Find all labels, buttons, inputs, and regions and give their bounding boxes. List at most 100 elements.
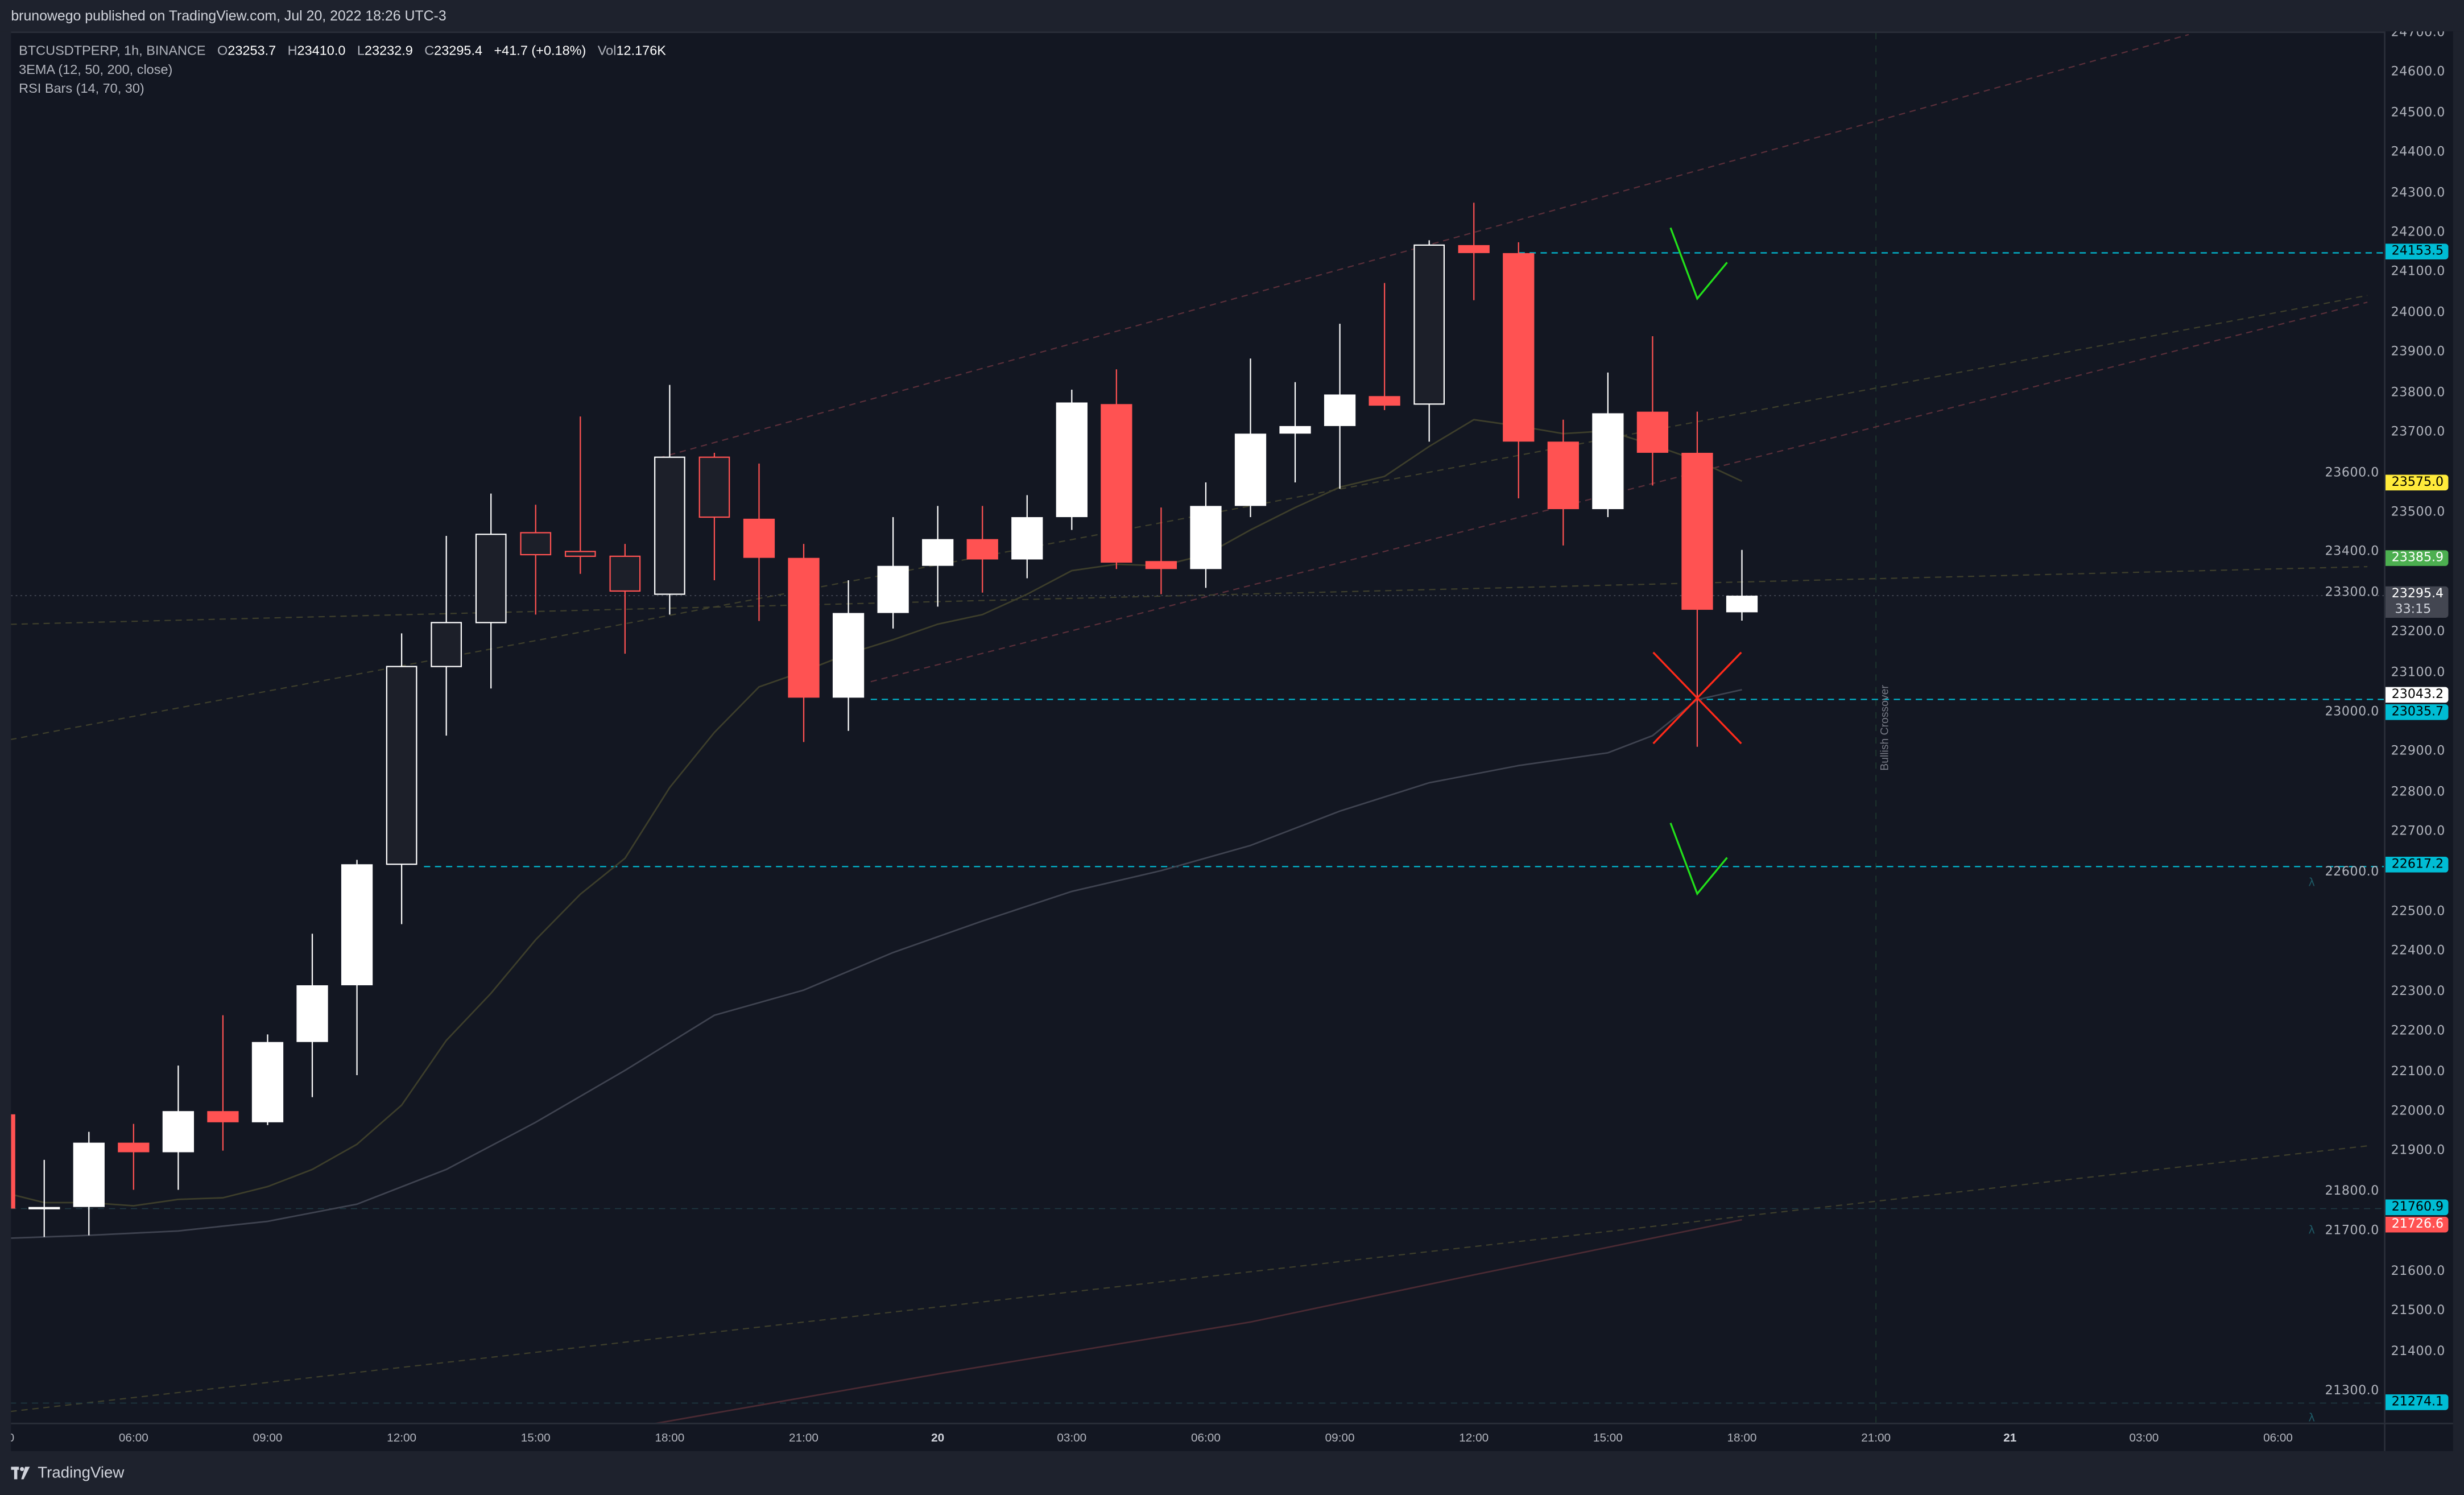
price-badge-value: 22617.2 bbox=[2391, 857, 2444, 872]
low-value: 23232.9 bbox=[364, 42, 413, 59]
cross-marker-icon bbox=[1652, 651, 1742, 745]
price-badge: 24153.5 bbox=[2385, 243, 2449, 259]
price-tick-label: 24700.0 bbox=[2391, 31, 2445, 40]
price-badge: 23385.9 bbox=[2385, 550, 2449, 566]
price-plot[interactable]: λ λ λ bbox=[11, 33, 2384, 1424]
candle-body bbox=[654, 456, 685, 595]
volume-label: Vol bbox=[597, 42, 617, 59]
price-tick-label: 22400.0 bbox=[2391, 944, 2445, 959]
time-tick-label: 21:00 bbox=[1861, 1430, 1891, 1445]
price-tick-label: 24600.0 bbox=[2391, 65, 2445, 80]
price-badge-value: 21274.1 bbox=[2391, 1393, 2444, 1408]
tradingview-brand: TradingView bbox=[38, 1465, 125, 1482]
candle-body bbox=[1279, 426, 1311, 434]
checkmark-icon bbox=[1669, 823, 1728, 896]
right-margin bbox=[2453, 31, 2464, 1451]
lambda-marker-icon: λ bbox=[2309, 1411, 2315, 1424]
price-tick-label: 21600.0 bbox=[2391, 1263, 2445, 1278]
chart-pane[interactable]: λ λ λ Bullish Crossover bbox=[11, 31, 2384, 1424]
candle-body bbox=[1413, 244, 1445, 405]
checkmark-icon bbox=[1669, 227, 1728, 301]
candle-body bbox=[1592, 413, 1624, 509]
candle-body bbox=[788, 557, 820, 698]
price-tick-label: 21900.0 bbox=[2391, 1143, 2445, 1158]
candle-body bbox=[296, 985, 328, 1042]
candle-body bbox=[1503, 253, 1535, 442]
candle-body bbox=[609, 555, 641, 592]
tradingview-logo: TradingView bbox=[11, 1465, 124, 1482]
time-tick-label: 03:00 bbox=[2129, 1430, 2159, 1445]
candle-body bbox=[386, 666, 417, 865]
trend-line bbox=[11, 1145, 2368, 1413]
price-badge-value: 23295.4 bbox=[2391, 586, 2444, 601]
price-badge: 23295.4 33:15 bbox=[2385, 586, 2449, 618]
candle-body bbox=[431, 622, 462, 667]
candle-body bbox=[966, 539, 998, 560]
candle-body bbox=[1681, 452, 1713, 610]
candle-body bbox=[1101, 404, 1132, 563]
price-badge-value: 21726.6 bbox=[2391, 1216, 2444, 1231]
symbol-legend-row: BTCUSDTPERP, 1h, BINANCE O23253.7 H23410… bbox=[19, 41, 666, 60]
price-tick-label: 22800.0 bbox=[2391, 784, 2445, 799]
price-tick-label: 22500.0 bbox=[2391, 903, 2445, 918]
volume-value: 12.176K bbox=[616, 42, 666, 59]
price-tick-label: 24100.0 bbox=[2391, 265, 2445, 279]
candle-body bbox=[251, 1042, 284, 1122]
change-value: +41.7 (+0.18%) bbox=[494, 42, 586, 59]
time-tick-label: 20 bbox=[931, 1430, 945, 1445]
candle-body bbox=[564, 551, 596, 557]
top-bar: brunowego published on TradingView.com, … bbox=[0, 0, 2464, 32]
indicator-rsi-bars[interactable]: RSI Bars (14, 70, 30) bbox=[19, 80, 144, 96]
candle-body bbox=[162, 1111, 195, 1153]
candle-body bbox=[1547, 441, 1579, 509]
time-tick-label: 15:00 bbox=[520, 1430, 551, 1445]
price-tick-label: 23500.0 bbox=[2391, 504, 2445, 519]
candle-body bbox=[832, 613, 865, 698]
ema50-line bbox=[11, 689, 1742, 1239]
candle-body bbox=[118, 1142, 150, 1153]
price-tick-label: 23200.0 bbox=[2391, 624, 2445, 639]
footer: TradingView bbox=[0, 1451, 2464, 1495]
price-tick-label: 24000.0 bbox=[2391, 304, 2445, 319]
price-badge-value: 23385.9 bbox=[2391, 550, 2444, 564]
price-tick-label: 23700.0 bbox=[2391, 424, 2445, 439]
candle-body bbox=[1458, 245, 1490, 253]
price-badge: 21726.6 bbox=[2385, 1216, 2449, 1232]
low-label: L bbox=[357, 42, 365, 59]
bullish-crossover-label: Bullish Crossover bbox=[1880, 685, 1892, 771]
symbol-label[interactable]: BTCUSDTPERP, 1h, BINANCE bbox=[19, 42, 206, 59]
time-tick-label: 18:00 bbox=[655, 1430, 685, 1445]
price-tick-label: 23800.0 bbox=[2391, 385, 2445, 399]
time-tick-label: 15:00 bbox=[1593, 1430, 1623, 1445]
indicator-3ema[interactable]: 3EMA (12, 50, 200, close) bbox=[19, 61, 173, 77]
price-tick-label: 24400.0 bbox=[2391, 144, 2445, 159]
time-tick-label: 03:00 bbox=[1057, 1430, 1087, 1445]
candle-body bbox=[341, 864, 373, 985]
price-badge: 23043.2 bbox=[2385, 687, 2449, 703]
price-axis[interactable]: 24153.5 23575.0 23385.9 23295.4 33:15 23043.2… bbox=[2384, 31, 2455, 1423]
candle-body bbox=[1056, 402, 1088, 518]
time-tick-label: 03:00 bbox=[11, 1431, 14, 1445]
open-label: O bbox=[217, 42, 228, 59]
price-tick-label: 24500.0 bbox=[2391, 105, 2445, 119]
candle-body bbox=[207, 1111, 239, 1122]
candle-body bbox=[475, 534, 507, 623]
close-value: 23295.4 bbox=[434, 42, 483, 59]
time-tick-label: 09:00 bbox=[1325, 1430, 1355, 1445]
price-tick-label: 21500.0 bbox=[2391, 1303, 2445, 1318]
close-label: C bbox=[424, 42, 435, 59]
price-tick-label: 22700.0 bbox=[2391, 824, 2445, 839]
candle-body bbox=[1145, 561, 1177, 569]
candle-body bbox=[698, 456, 730, 518]
time-tick-label: 12:00 bbox=[387, 1430, 417, 1445]
high-label: H bbox=[287, 42, 297, 59]
time-axis[interactable]: 03:00 06:00 09:00 12:00 15:00 18:00 21:00 20 03:… bbox=[11, 1422, 2384, 1453]
candle-body bbox=[1324, 394, 1356, 426]
open-value: 23253.7 bbox=[228, 42, 276, 59]
candle-body bbox=[73, 1142, 105, 1207]
price-badge-value: 24153.5 bbox=[2391, 243, 2444, 258]
candle-body bbox=[1190, 506, 1222, 569]
candle-body bbox=[1234, 433, 1267, 506]
time-tick-label: 12:00 bbox=[1459, 1430, 1489, 1445]
axis-corner bbox=[2384, 1422, 2455, 1453]
